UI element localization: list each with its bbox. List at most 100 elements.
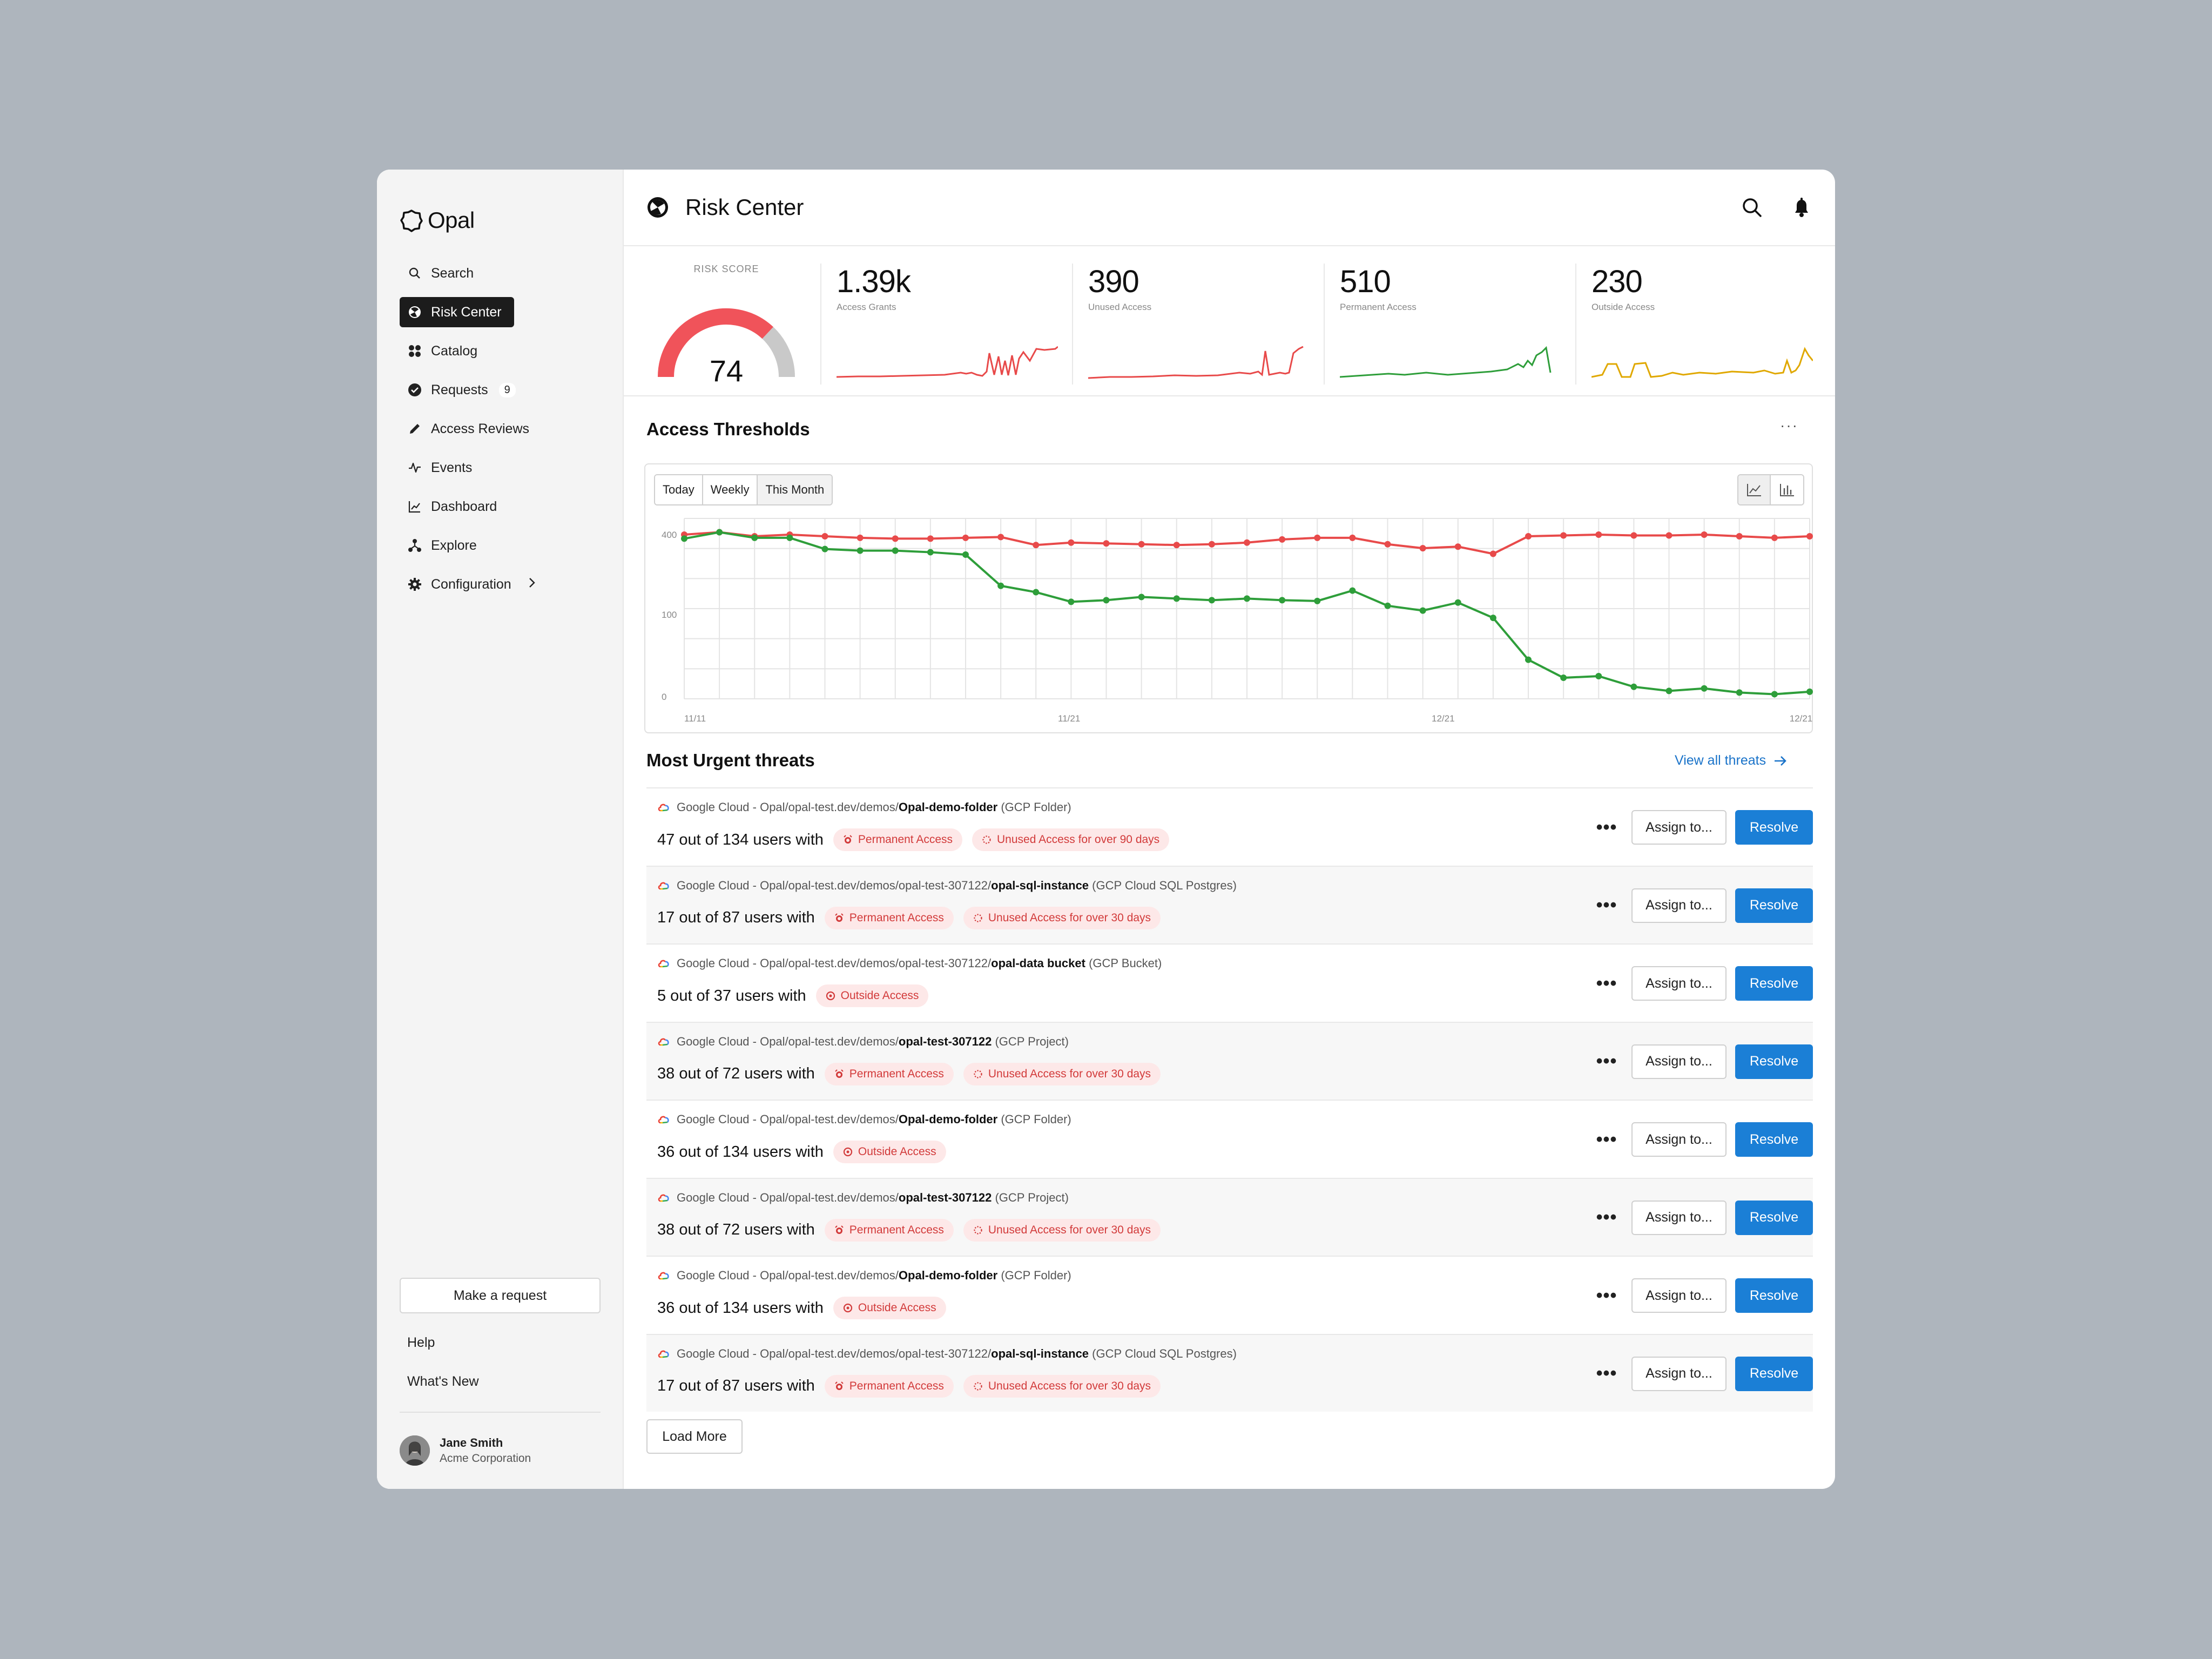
resolve-button[interactable]: Resolve — [1735, 1122, 1813, 1157]
bell-icon[interactable] — [1790, 195, 1813, 219]
resolve-button[interactable]: Resolve — [1735, 1278, 1813, 1313]
more-icon[interactable]: ••• — [1596, 1285, 1617, 1306]
sidebar-item-search[interactable]: Search — [400, 258, 599, 288]
more-icon[interactable]: ••• — [1596, 895, 1617, 915]
threat-row[interactable]: Google Cloud - Opal/opal-test.dev/demos/… — [646, 787, 1813, 866]
sidebar-item-risk-center[interactable]: Risk Center — [400, 297, 514, 327]
threat-row[interactable]: Google Cloud - Opal/opal-test.dev/demos/… — [646, 1177, 1813, 1256]
threat-row[interactable]: Google Cloud - Opal/opal-test.dev/demos/… — [646, 1100, 1813, 1178]
resource-name: Opal-demo-folder — [898, 800, 998, 814]
alarm-icon — [835, 1225, 844, 1234]
stat-label: Access Grants — [837, 302, 896, 312]
resource-path-prefix: Google Cloud - Opal/opal-test.dev/demos/… — [677, 956, 992, 970]
data-point — [1771, 534, 1778, 541]
data-point — [1489, 615, 1496, 622]
range-today-button[interactable]: Today — [655, 475, 703, 504]
data-point — [1454, 599, 1461, 606]
more-icon[interactable]: ••• — [1596, 1129, 1617, 1150]
user-profile[interactable]: Jane Smith Acme Corporation — [400, 1435, 531, 1466]
data-point — [716, 529, 723, 536]
threat-summary: 47 out of 134 users with Permanent Access… — [657, 828, 1170, 851]
data-point — [927, 549, 934, 556]
data-point — [1736, 532, 1743, 539]
tag-label: Unused Access for over 30 days — [988, 1379, 1151, 1392]
sidebar-item-dashboard[interactable]: Dashboard — [400, 491, 599, 522]
search-icon[interactable] — [1740, 195, 1764, 219]
user-count: 38 out of 72 users with — [657, 1221, 815, 1238]
resolve-button[interactable]: Resolve — [1735, 966, 1813, 1001]
range-this-month-button[interactable]: This Month — [758, 475, 832, 504]
resource-type: (GCP Cloud SQL Postgres) — [1092, 1346, 1237, 1360]
bar-chart-toggle[interactable] — [1771, 475, 1803, 504]
assign-button[interactable]: Assign to... — [1631, 1356, 1727, 1391]
data-point — [821, 545, 828, 552]
data-point — [1525, 656, 1532, 663]
tag-label: Permanent Access — [849, 911, 944, 924]
assign-button[interactable]: Assign to... — [1631, 966, 1727, 1001]
google-cloud-icon — [658, 1350, 669, 1358]
more-icon[interactable]: ••• — [1596, 1207, 1617, 1228]
threat-row[interactable]: Google Cloud - Opal/opal-test.dev/demos/… — [646, 1021, 1813, 1100]
threats-title: Most Urgent threats — [646, 750, 815, 770]
sidebar-item-access-reviews[interactable]: Access Reviews — [400, 414, 599, 444]
y-tick-label: 400 — [662, 530, 677, 540]
more-icon[interactable]: ••• — [1596, 1363, 1617, 1384]
resolve-button[interactable]: Resolve — [1735, 1044, 1813, 1079]
resource-path: Google Cloud - Opal/opal-test.dev/demos/… — [657, 1269, 1071, 1283]
range-weekly-button[interactable]: Weekly — [703, 475, 758, 504]
sidebar-item-configuration[interactable]: Configuration — [400, 569, 599, 599]
resolve-button[interactable]: Resolve — [1735, 810, 1813, 845]
help-link[interactable]: Help — [407, 1335, 435, 1350]
resolve-button[interactable]: Resolve — [1735, 888, 1813, 923]
data-point — [1771, 691, 1778, 698]
gear-icon — [407, 577, 422, 592]
more-icon[interactable]: ••• — [1596, 817, 1617, 838]
data-point — [1560, 675, 1567, 682]
assign-button[interactable]: Assign to... — [1631, 810, 1727, 845]
load-more-button[interactable]: Load More — [646, 1419, 743, 1454]
resource-type: (GCP Folder) — [1001, 1269, 1071, 1282]
resource-name: opal-test-307122 — [898, 1190, 992, 1204]
sidebar-item-catalog[interactable]: Catalog — [400, 336, 599, 366]
line-chart-toggle[interactable] — [1738, 475, 1771, 504]
more-icon[interactable]: ••• — [1596, 973, 1617, 994]
resource-name: Opal-demo-folder — [898, 1269, 998, 1282]
stat-value: 390 — [1088, 264, 1139, 299]
data-point — [681, 535, 687, 542]
assign-button[interactable]: Assign to... — [1631, 1044, 1727, 1079]
chevron-right-icon — [528, 577, 536, 592]
sidebar-item-events[interactable]: Events — [400, 453, 599, 483]
more-icon[interactable]: ••• — [1596, 1051, 1617, 1071]
threat-row[interactable]: Google Cloud - Opal/opal-test.dev/demos/… — [646, 865, 1813, 943]
user-count: 17 out of 87 users with — [657, 1377, 815, 1394]
resource-name: opal-sql-instance — [991, 878, 1089, 892]
page-title: Risk Center — [685, 194, 804, 220]
sidebar-item-requests[interactable]: Requests 9 — [400, 375, 599, 405]
resolve-button[interactable]: Resolve — [1735, 1356, 1813, 1391]
page-header: Risk Center — [624, 170, 1835, 246]
data-point — [1419, 607, 1426, 614]
sidebar-item-explore[interactable]: Explore — [400, 530, 599, 561]
assign-button[interactable]: Assign to... — [1631, 1278, 1727, 1313]
view-all-threats-link[interactable]: View all threats — [1675, 753, 1788, 768]
alert-circle-icon — [843, 1303, 853, 1313]
threat-row[interactable]: Google Cloud - Opal/opal-test.dev/demos/… — [646, 1333, 1813, 1412]
threat-summary: 5 out of 37 users with Outside Access — [657, 984, 929, 1007]
assign-button[interactable]: Assign to... — [1631, 1200, 1727, 1235]
threat-tag: Unused Access for over 30 days — [963, 1062, 1161, 1085]
make-request-button[interactable]: Make a request — [400, 1278, 601, 1313]
stat-label: Unused Access — [1088, 302, 1152, 312]
threat-row[interactable]: Google Cloud - Opal/opal-test.dev/demos/… — [646, 943, 1813, 1022]
threat-tag: Unused Access for over 90 days — [972, 828, 1170, 851]
sidebar-item-label: Access Reviews — [431, 421, 529, 436]
assign-button[interactable]: Assign to... — [1631, 888, 1727, 923]
logo[interactable]: Opal — [400, 207, 475, 233]
threat-row[interactable]: Google Cloud - Opal/opal-test.dev/demos/… — [646, 1256, 1813, 1334]
threat-tag: Unused Access for over 30 days — [963, 906, 1161, 929]
whats-new-link[interactable]: What's New — [407, 1374, 479, 1389]
resolve-button[interactable]: Resolve — [1735, 1200, 1813, 1235]
sidebar: Opal Search Risk Center Catalog — [377, 170, 624, 1489]
tag-label: Unused Access for over 30 days — [988, 1067, 1151, 1080]
assign-button[interactable]: Assign to... — [1631, 1122, 1727, 1157]
more-options-button[interactable]: ··· — [1780, 417, 1798, 434]
